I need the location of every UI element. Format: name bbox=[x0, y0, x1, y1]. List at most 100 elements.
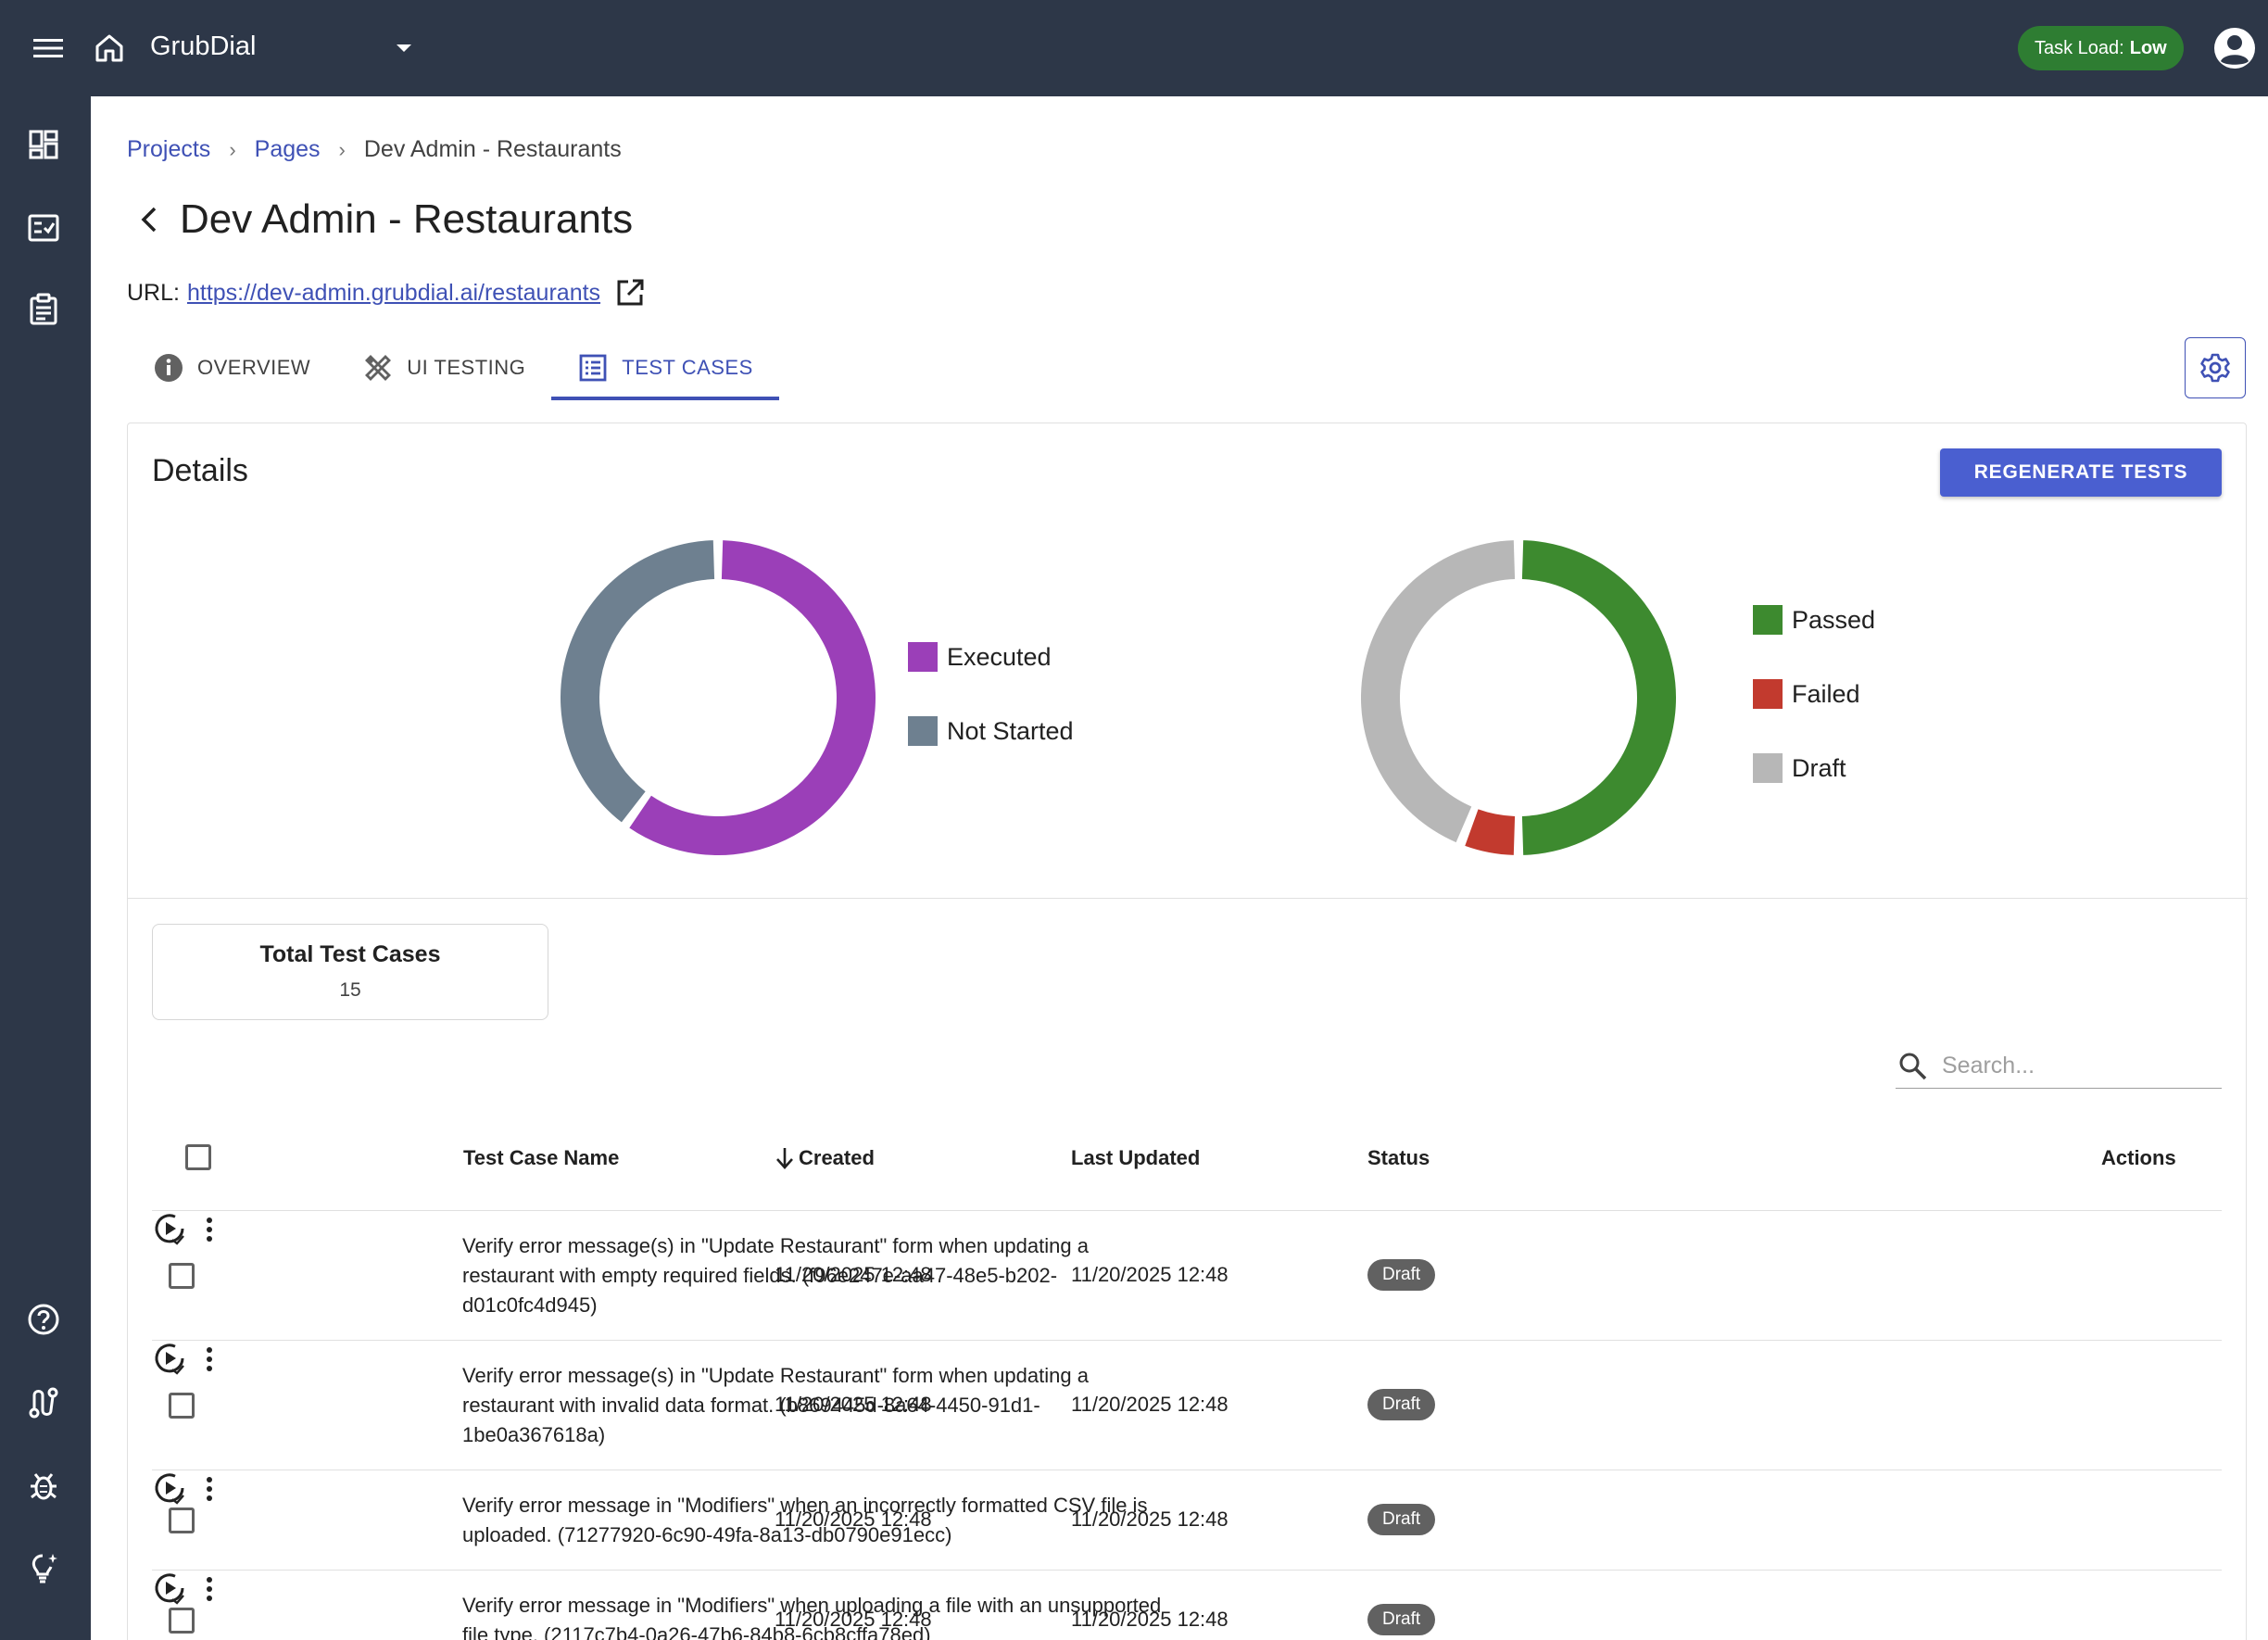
tab-overview[interactable]: OVERVIEW bbox=[127, 335, 336, 400]
created-date: 11/20/2025 12:48 bbox=[775, 1508, 932, 1531]
test-case-name-line: uploaded. (71277920-6c90-49fa-8a13-db079… bbox=[462, 1523, 952, 1546]
legend-label: Executed bbox=[947, 642, 1052, 671]
test-case-name-line: d01c0fc4d945) bbox=[462, 1293, 598, 1317]
lightbulb-icon[interactable] bbox=[27, 1551, 60, 1584]
back-arrow-icon[interactable] bbox=[132, 201, 169, 238]
created-date: 11/20/2025 12:48 bbox=[775, 1263, 932, 1286]
test-case-name-line: Verify error message(s) in "Update Resta… bbox=[462, 1234, 1089, 1257]
search-input[interactable] bbox=[1942, 1053, 2211, 1079]
test-case-name[interactable]: Verify error message(s) in "Update Resta… bbox=[462, 1361, 1203, 1450]
table-row[interactable]: Verify error message in "Modifiers" when… bbox=[152, 1470, 2222, 1571]
legend-label: Not Started bbox=[947, 716, 1074, 745]
row-checkbox[interactable] bbox=[169, 1263, 195, 1289]
search-icon bbox=[1899, 1053, 1927, 1079]
run-test-icon[interactable] bbox=[152, 1470, 187, 1506]
task-load-value: Low bbox=[2129, 37, 2167, 58]
select-all-checkbox[interactable] bbox=[185, 1144, 211, 1170]
not-started-slice[interactable] bbox=[561, 540, 715, 823]
legend-not-started: Not Started bbox=[908, 716, 1074, 746]
test-case-name-line: restaurant with invalid data format. (b8… bbox=[462, 1394, 1040, 1417]
home-icon[interactable] bbox=[93, 32, 126, 65]
legend-label: Passed bbox=[1792, 605, 1876, 634]
row-checkbox[interactable] bbox=[169, 1508, 195, 1533]
tab-test-cases-label: TEST CASES bbox=[622, 356, 753, 379]
bug-icon[interactable] bbox=[27, 1470, 60, 1503]
top-app-bar: GrubDial Task Load: Low bbox=[0, 0, 2268, 96]
run-test-icon[interactable] bbox=[152, 1211, 187, 1246]
execution-status-donut-chart bbox=[561, 540, 876, 855]
breadcrumb: Projects › Pages › Dev Admin - Restauran… bbox=[127, 136, 622, 163]
tab-test-cases[interactable]: TEST CASES bbox=[551, 335, 779, 400]
chevron-down-icon[interactable] bbox=[395, 43, 413, 54]
table-row[interactable]: Verify error message(s) in "Update Resta… bbox=[152, 1341, 2222, 1470]
test-cases-table: Test Case Name Created Last Updated Stat… bbox=[152, 1109, 2222, 1640]
page-header: Dev Admin - Restaurants bbox=[132, 196, 633, 243]
details-panel: Details REGENERATE TESTS Executed Not St… bbox=[127, 423, 2248, 1640]
column-header-name[interactable]: Test Case Name bbox=[463, 1146, 620, 1169]
test-case-name[interactable]: Verify error message in "Modifiers" when… bbox=[462, 1491, 1203, 1550]
legend-swatch bbox=[1753, 753, 1783, 783]
table-header: Test Case Name Created Last Updated Stat… bbox=[152, 1109, 2222, 1211]
total-test-cases-card: Total Test Cases 15 bbox=[152, 924, 548, 1020]
settings-button[interactable] bbox=[2185, 337, 2246, 398]
column-header-last-updated[interactable]: Last Updated bbox=[1071, 1146, 1201, 1169]
created-date: 11/20/2025 12:48 bbox=[775, 1608, 932, 1631]
breadcrumb-projects-link[interactable]: Projects bbox=[127, 136, 211, 162]
status-badge: Draft bbox=[1367, 1504, 1436, 1535]
run-test-icon[interactable] bbox=[152, 1341, 187, 1376]
more-options-icon[interactable] bbox=[193, 1472, 226, 1506]
test-case-name-line: file type. (2117c7b4-0a26-47b6-84b8-6cb8… bbox=[462, 1623, 931, 1640]
sidebar bbox=[0, 96, 91, 1640]
legend-label: Failed bbox=[1792, 679, 1860, 708]
table-row[interactable]: Verify error message(s) in "Update Resta… bbox=[152, 1211, 2222, 1341]
page-url-link[interactable]: https://dev-admin.grubdial.ai/restaurant… bbox=[186, 279, 601, 306]
task-load-label: Task Load: bbox=[2035, 37, 2124, 58]
clipboard-icon[interactable] bbox=[27, 293, 60, 326]
test-case-name[interactable]: Verify error message(s) in "Update Resta… bbox=[462, 1231, 1203, 1320]
row-checkbox[interactable] bbox=[169, 1393, 195, 1419]
info-icon bbox=[155, 354, 183, 382]
details-title: Details bbox=[152, 453, 248, 488]
breadcrumb-separator-icon: › bbox=[338, 137, 346, 161]
project-selector-label[interactable]: GrubDial bbox=[150, 32, 257, 61]
test-case-name-line: 1be0a367618a) bbox=[462, 1423, 606, 1446]
more-options-icon[interactable] bbox=[193, 1572, 226, 1606]
flow-icon[interactable] bbox=[27, 1386, 60, 1419]
column-header-created-label: Created bbox=[799, 1146, 875, 1169]
gear-icon bbox=[2200, 353, 2230, 383]
help-icon[interactable] bbox=[27, 1303, 60, 1336]
passed-slice[interactable] bbox=[1521, 540, 1676, 855]
row-checkbox[interactable] bbox=[169, 1608, 195, 1634]
run-test-icon[interactable] bbox=[152, 1571, 187, 1606]
regenerate-tests-button[interactable]: REGENERATE TESTS bbox=[1940, 448, 2222, 497]
account-avatar-icon[interactable] bbox=[2212, 26, 2257, 70]
page-title: Dev Admin - Restaurants bbox=[180, 196, 634, 242]
test-case-name-line: restaurant with empty required fields. (… bbox=[462, 1264, 1058, 1287]
legend-label: Draft bbox=[1792, 753, 1846, 782]
legend-executed: Executed bbox=[908, 642, 1052, 672]
more-options-icon[interactable] bbox=[193, 1213, 226, 1246]
tab-overview-label: OVERVIEW bbox=[197, 356, 311, 379]
executed-slice[interactable] bbox=[629, 540, 876, 855]
table-row[interactable]: Verify error message in "Modifiers" when… bbox=[152, 1571, 2222, 1640]
url-label: URL: bbox=[127, 279, 180, 306]
page-url-row: URL: https://dev-admin.grubdial.ai/resta… bbox=[127, 278, 645, 308]
open-external-icon[interactable] bbox=[615, 278, 645, 308]
test-case-name[interactable]: Verify error message in "Modifiers" when… bbox=[462, 1591, 1203, 1640]
legend-swatch bbox=[1753, 605, 1783, 635]
breadcrumb-pages-link[interactable]: Pages bbox=[254, 136, 321, 162]
hamburger-menu-icon[interactable] bbox=[32, 33, 65, 63]
column-header-created[interactable]: Created bbox=[775, 1146, 875, 1170]
test-results-donut-chart bbox=[1361, 540, 1676, 855]
last-updated-date: 11/20/2025 12:48 bbox=[1071, 1608, 1228, 1631]
tab-ui-testing[interactable]: UI TESTING bbox=[336, 335, 551, 400]
dashboard-icon[interactable] bbox=[27, 128, 60, 161]
draft-slice[interactable] bbox=[1361, 540, 1516, 843]
more-options-icon[interactable] bbox=[193, 1343, 226, 1376]
failed-slice[interactable] bbox=[1465, 809, 1516, 855]
list-icon bbox=[579, 354, 607, 382]
column-header-status[interactable]: Status bbox=[1367, 1146, 1430, 1169]
last-updated-date: 11/20/2025 12:48 bbox=[1071, 1393, 1228, 1416]
checklist-icon[interactable] bbox=[27, 211, 60, 245]
status-badge: Draft bbox=[1367, 1259, 1436, 1291]
